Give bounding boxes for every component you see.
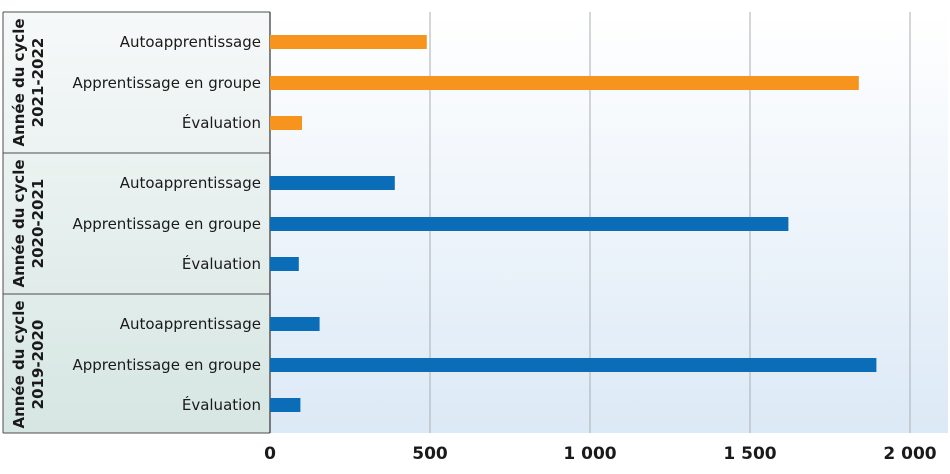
category-label: Apprentissage en groupe [72,356,261,374]
bar [270,116,302,130]
x-tick-label: 2 000 [883,444,936,464]
category-label: Autoapprentissage [120,315,261,333]
category-label: Apprentissage en groupe [72,74,261,92]
label-panel [3,12,270,433]
x-tick-label: 1 000 [563,444,616,464]
category-label: Apprentissage en groupe [72,215,261,233]
category-label: Évaluation [182,113,261,132]
bar [270,358,877,372]
bar [270,217,789,231]
x-tick-label: 500 [412,444,448,464]
bar [270,317,320,331]
category-label: Autoapprentissage [120,174,261,192]
group-label: Année du cycle2020-2021 [10,159,47,287]
bar [270,35,427,49]
x-tick-label: 0 [264,444,276,464]
bar [270,398,301,412]
bar [270,76,859,90]
group-label: Année du cycle2021-2022 [10,18,47,146]
category-label: Autoapprentissage [120,33,261,51]
bar [270,257,299,271]
group-label: Année du cycle2019-2020 [10,300,47,428]
category-label: Évaluation [182,395,261,414]
bar [270,176,395,190]
x-tick-label: 1 500 [723,444,776,464]
category-label: Évaluation [182,254,261,273]
